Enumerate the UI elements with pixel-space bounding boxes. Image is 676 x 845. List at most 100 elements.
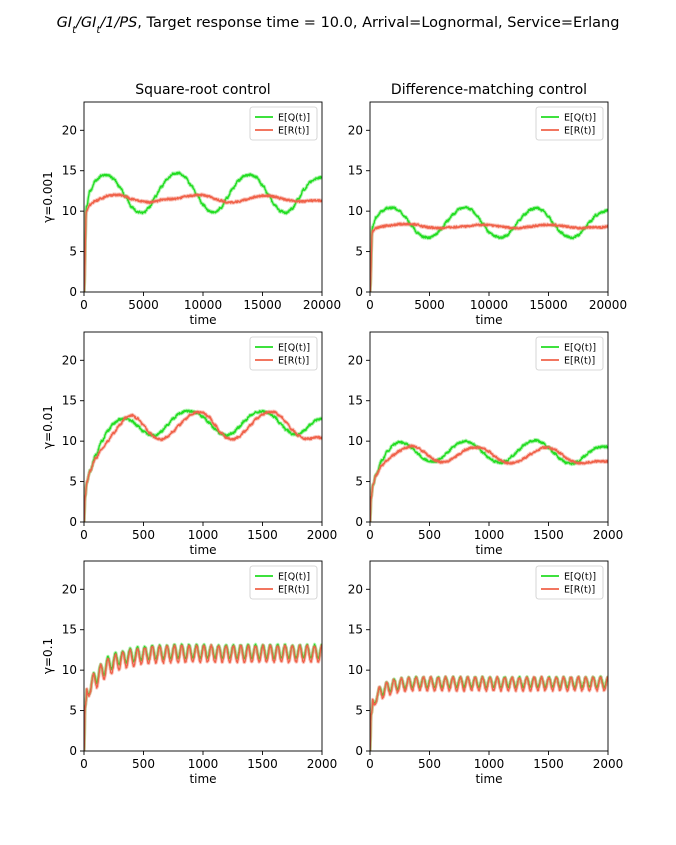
x-tick-label: 20000	[303, 298, 341, 312]
x-axis-label: time	[189, 313, 216, 327]
y-tick-label: 0	[69, 285, 77, 299]
subplot-r2c1: 0 500 1000 1500 2000 0 5 10 15 20 time E[Q(t)] E[R(t…	[348, 560, 623, 786]
legend-label: E[R(t)]	[278, 125, 309, 136]
plot-area	[84, 642, 322, 751]
x-tick-label: 0	[80, 757, 88, 771]
series-line-r	[370, 444, 608, 522]
legend-box	[535, 336, 604, 371]
y-tick-label: 10	[62, 663, 77, 677]
x-tick-label: 500	[132, 528, 155, 542]
x-tick-label: 500	[418, 528, 441, 542]
subplot-r1c1: 0 500 1000 1500 2000 0 5 10 15 20 time E[Q(t)] E[R(t…	[348, 331, 623, 557]
y-tick-label: 20	[62, 353, 77, 367]
series-line-r	[84, 644, 322, 751]
legend-label: E[R(t)]	[564, 125, 595, 136]
y-tick-label: 0	[355, 515, 363, 529]
legend-label: E[R(t)]	[278, 584, 309, 595]
subplot-r1c0: 0 500 1000 1500 2000 0 5 10 15 20 time γ=0.01 E[Q(t)…	[41, 331, 337, 557]
legend-label: E[Q(t)]	[278, 571, 310, 582]
legend: E[Q(t)] E[R(t)]	[535, 336, 604, 371]
y-axis-label: γ=0.1	[41, 638, 55, 674]
legend: E[Q(t)] E[R(t)]	[249, 106, 318, 141]
legend: E[Q(t)] E[R(t)]	[535, 565, 604, 600]
series-line-r	[370, 675, 608, 751]
x-tick-label: 0	[366, 528, 374, 542]
figure-title-part: , Target response time = 10.0, Arrival=L…	[137, 15, 619, 31]
y-tick-label: 20	[62, 582, 77, 596]
series-band-q	[84, 170, 322, 292]
y-tick-label: 10	[348, 663, 363, 677]
plot-area	[370, 674, 608, 751]
x-tick-label: 10000	[470, 298, 508, 312]
legend-box	[535, 565, 604, 600]
y-tick-label: 10	[348, 434, 363, 448]
x-tick-label: 1500	[247, 757, 278, 771]
figure-title-part: /	[74, 15, 83, 31]
y-tick-label: 20	[348, 353, 363, 367]
x-tick-label: 1000	[188, 528, 219, 542]
plot-area	[370, 437, 608, 522]
x-tick-label: 15000	[243, 298, 281, 312]
legend-box	[249, 106, 318, 141]
x-tick-label: 5000	[414, 298, 445, 312]
x-tick-label: 1500	[533, 528, 564, 542]
x-tick-label: 2000	[307, 757, 338, 771]
legend-label: E[Q(t)]	[564, 571, 596, 582]
y-tick-label: 0	[69, 744, 77, 758]
y-tick-label: 5	[355, 475, 363, 489]
x-tick-label: 1000	[474, 757, 505, 771]
subplot-title: Square-root control	[135, 82, 270, 98]
x-axis-label: time	[189, 543, 216, 557]
x-tick-label: 20000	[589, 298, 627, 312]
x-axis-label: time	[189, 772, 216, 786]
y-tick-label: 10	[62, 204, 77, 218]
y-tick-label: 15	[348, 623, 363, 637]
subplot-title: Difference-matching control	[391, 82, 587, 98]
y-tick-label: 15	[62, 623, 77, 637]
y-tick-label: 20	[62, 123, 77, 137]
figure-title-part: GI	[57, 15, 73, 31]
subplot-r2c0: 0 500 1000 1500 2000 0 5 10 15 20 time γ=0.1 E[Q(t)]…	[41, 560, 338, 786]
legend: E[Q(t)] E[R(t)]	[249, 565, 318, 600]
x-tick-label: 0	[80, 298, 88, 312]
figure-title-part: /1/	[98, 15, 121, 31]
x-axis-label: time	[475, 313, 502, 327]
figure-title-part: t	[96, 25, 101, 36]
legend-box	[535, 106, 604, 141]
legend-box	[249, 565, 318, 600]
figure-title-part: PS	[119, 15, 137, 31]
y-tick-label: 0	[355, 285, 363, 299]
x-tick-label: 1500	[247, 528, 278, 542]
series-line-r	[84, 193, 322, 292]
legend-label: E[Q(t)]	[564, 342, 596, 353]
subplot-r0c1: 0 5000 10000 15000 20000 0 5 10 15 20 time Differen…	[348, 82, 627, 327]
legend-box	[249, 336, 318, 371]
x-tick-label: 500	[132, 757, 155, 771]
x-tick-label: 500	[418, 757, 441, 771]
x-axis-label: time	[475, 772, 502, 786]
y-tick-label: 15	[348, 164, 363, 178]
figure-title-part: GI	[81, 15, 97, 31]
figure-title: GIt/GIt/1/PS, Target response time = 10.…	[57, 15, 620, 36]
y-tick-label: 5	[355, 704, 363, 718]
x-tick-label: 1500	[533, 757, 564, 771]
plot-area	[84, 170, 322, 292]
x-tick-label: 1000	[474, 528, 505, 542]
y-tick-label: 5	[69, 475, 77, 489]
legend-label: E[Q(t)]	[564, 112, 596, 123]
x-tick-label: 10000	[184, 298, 222, 312]
x-tick-label: 5000	[128, 298, 159, 312]
y-tick-label: 15	[62, 164, 77, 178]
y-tick-label: 5	[69, 704, 77, 718]
y-axis-label: γ=0.001	[41, 171, 55, 223]
series-line-r	[84, 410, 322, 522]
y-tick-label: 20	[348, 582, 363, 596]
series-line-q	[84, 171, 322, 292]
x-axis-label: time	[475, 543, 502, 557]
series-line-r	[370, 222, 608, 292]
series-band-r	[84, 643, 322, 751]
x-tick-label: 0	[366, 757, 374, 771]
legend-label: E[R(t)]	[564, 355, 595, 366]
x-tick-label: 15000	[529, 298, 567, 312]
